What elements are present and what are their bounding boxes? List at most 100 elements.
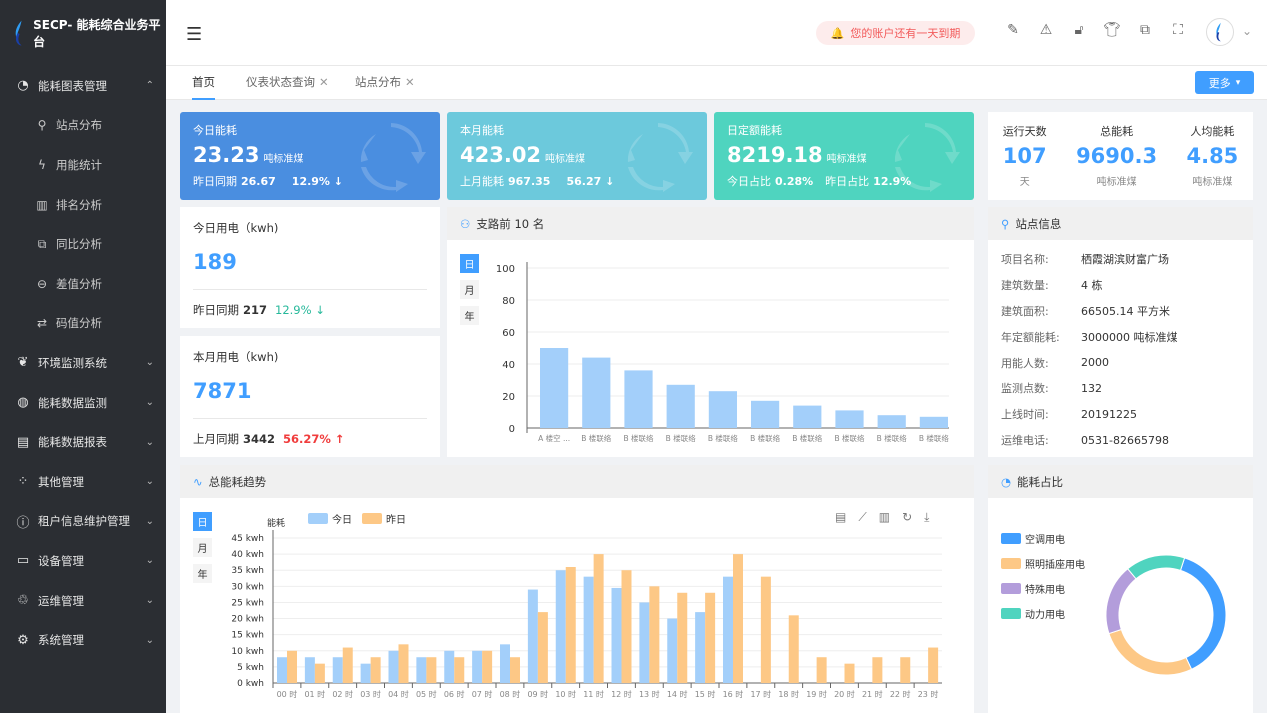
- x-tick-label: 07 时: [472, 689, 493, 699]
- bar-today: [388, 650, 399, 683]
- avatar[interactable]: [1206, 18, 1234, 46]
- sidebar-item-0[interactable]: ◔ 能耗图表管理 ⌃: [0, 66, 166, 106]
- period-year[interactable]: 年: [460, 306, 479, 325]
- sidebar-subitem-label: 差值分析: [56, 276, 102, 291]
- top10-branch-panel: ⚇ 支路前 10 名 日 月 年 0 20 40 60 80 100 A 楼空 ... B 楼联…: [447, 207, 974, 457]
- refresh-icon[interactable]: ↻: [902, 510, 913, 524]
- sidebar-item-label: 系统管理: [38, 633, 84, 648]
- site-info-row: 年定额能耗: 3000000 吨标准煤: [1001, 330, 1178, 344]
- summary-stats: 运行天数 107 天总能耗 9690.3 吨标准煤 人均能耗 4.85 吨标准煤: [988, 112, 1253, 200]
- sidebar-item-3[interactable]: ▤ 能耗数据报表 ⌄: [0, 422, 166, 462]
- bar-today: [527, 589, 538, 683]
- antenna-icon: ⚲: [1001, 216, 1010, 231]
- site-info-row: 监测点数: 132: [1001, 381, 1102, 396]
- app-logo[interactable]: SECP- 能耗综合业务平台: [0, 0, 166, 66]
- legend-item[interactable]: 空调用电: [1001, 531, 1065, 546]
- x-tick-label: A 楼空 ...: [538, 433, 570, 443]
- donut-slice: [1127, 554, 1186, 580]
- minus-circle-icon: ⊖: [36, 276, 48, 291]
- y-tick-label: 20: [502, 392, 515, 403]
- lock-icon[interactable]: 🔓︎: [1074, 22, 1084, 38]
- bar-yesterday: [621, 570, 632, 683]
- sidebar-subitem-3[interactable]: ⧉ 同比分析: [0, 224, 166, 264]
- tab-bar: 首页 仪表状态查询 ✕ 站点分布 ✕ 更多 ▾: [166, 66, 1267, 100]
- sidebar-item-5[interactable]: ⓘ 租户信息维护管理 ⌄: [0, 502, 166, 542]
- legend-item[interactable]: 动力用电: [1001, 606, 1065, 621]
- legend-today[interactable]: 今日: [308, 511, 352, 526]
- palette-icon[interactable]: ✎: [1007, 22, 1019, 38]
- period-month[interactable]: 月: [460, 280, 479, 299]
- menu-toggle-icon[interactable]: ☰: [186, 24, 203, 45]
- sidebar-subitem-1[interactable]: ϟ 用能统计: [0, 145, 166, 185]
- bar-today: [332, 657, 343, 683]
- shirt-icon[interactable]: 👕︎: [1103, 22, 1121, 38]
- site-info-row: 用能人数: 2000: [1001, 356, 1109, 370]
- sidebar-subitem-4[interactable]: ⊖ 差值分析: [0, 264, 166, 304]
- data-view-icon[interactable]: ▤: [835, 510, 847, 524]
- bar-yesterday: [649, 586, 660, 683]
- chevron-down-icon: ⌄: [145, 634, 154, 646]
- panel-title: 能耗占比: [1017, 474, 1064, 489]
- energy-trend-panel: ∿ 总能耗趋势 日 月 年 能耗 今日 昨日 ▤ ⟋ ▥ ↻ ⤓ 0 kwh 5 kwh 10…: [180, 465, 974, 713]
- gauge-icon: ◍: [17, 395, 29, 411]
- recycle-icon: [360, 123, 426, 192]
- bar-yesterday: [426, 657, 437, 683]
- more-button[interactable]: 更多 ▾: [1195, 71, 1254, 94]
- donut-slice: [1108, 628, 1193, 676]
- legend-item[interactable]: 特殊用电: [1001, 581, 1065, 596]
- period-year[interactable]: 年: [193, 564, 212, 583]
- sidebar-subitem-5[interactable]: ⇄ 码值分析: [0, 304, 166, 344]
- sidebar-item-label: 环境监测系统: [38, 355, 107, 370]
- translate-icon[interactable]: ⧉: [1140, 22, 1150, 38]
- expiry-notice[interactable]: 🔔 您的账户还有一天到期: [816, 21, 975, 45]
- flame-logo-icon: [15, 20, 22, 46]
- legend-yesterday[interactable]: 昨日: [362, 511, 406, 526]
- period-day[interactable]: 日: [193, 512, 212, 531]
- close-icon[interactable]: ✕: [319, 75, 329, 89]
- x-tick-label: 15 时: [695, 689, 716, 699]
- change-badge: 56.27% ↑: [283, 432, 345, 446]
- sidebar-item-1[interactable]: ❦ 环境监测系统 ⌄: [0, 343, 166, 383]
- y-tick-label: 25 kwh: [231, 598, 264, 608]
- sidebar-item-8[interactable]: ⚙ 系统管理 ⌄: [0, 620, 166, 660]
- value: 189: [193, 250, 427, 290]
- energy-trend-chart: 0 kwh 5 kwh 10 kwh 15 kwh 20 kwh 25 kwh 30 kwh…: [231, 530, 942, 699]
- tab-meter-status[interactable]: 仪表状态查询 ✕: [246, 75, 329, 89]
- tab-home[interactable]: 首页: [192, 66, 215, 100]
- bar: [919, 416, 948, 428]
- close-icon[interactable]: ✕: [405, 75, 415, 89]
- leaf-icon: ❦: [17, 355, 29, 371]
- bar: [877, 415, 906, 428]
- x-tick-label: 01 时: [304, 689, 325, 699]
- sidebar-item-7[interactable]: ♲ 运维管理 ⌄: [0, 581, 166, 621]
- line-chart-icon[interactable]: ⟋: [858, 510, 867, 524]
- sidebar-subitem-2[interactable]: ▥ 排名分析: [0, 185, 166, 225]
- x-tick-label: 14 时: [667, 689, 688, 699]
- y-tick-label: 40: [502, 360, 515, 371]
- info-icon: ⓘ: [16, 515, 30, 531]
- period-day[interactable]: 日: [460, 254, 479, 273]
- x-tick-label: 08 时: [500, 689, 521, 699]
- bar-chart-icon[interactable]: ▥: [878, 510, 891, 524]
- sidebar-item-6[interactable]: ▭ 设备管理 ⌄: [0, 541, 166, 581]
- site-info-row: 运维电话: 0531-82665798: [1001, 433, 1169, 448]
- panel-title: 支路前 10 名: [476, 216, 545, 231]
- x-tick-label: B 楼联络: [877, 433, 908, 443]
- period-month[interactable]: 月: [193, 538, 212, 557]
- bar-yesterday: [537, 612, 548, 683]
- download-icon[interactable]: ⤓: [924, 510, 930, 524]
- y-tick-label: 60: [502, 328, 515, 339]
- chevron-down-icon[interactable]: ⌄: [1242, 24, 1253, 38]
- notice-text: 您的账户还有一天到期: [850, 27, 961, 40]
- x-tick-label: B 楼联络: [792, 433, 823, 443]
- y-tick-label: 100: [496, 264, 515, 275]
- sidebar-item-2[interactable]: ◍ 能耗数据监测 ⌄: [0, 383, 166, 423]
- warning-icon[interactable]: ⚠: [1039, 22, 1053, 38]
- antenna-icon: ⚲: [37, 118, 47, 133]
- legend-item[interactable]: 照明插座用电: [1001, 556, 1085, 571]
- tab-site-distribution[interactable]: 站点分布 ✕: [355, 75, 415, 89]
- sidebar-subitem-0[interactable]: ⚲ 站点分布: [0, 106, 166, 146]
- fullscreen-icon[interactable]: ⛶: [1173, 22, 1183, 38]
- swap-icon: ⇄: [36, 316, 48, 331]
- sidebar-item-4[interactable]: ⁘ 其他管理 ⌄: [0, 462, 166, 502]
